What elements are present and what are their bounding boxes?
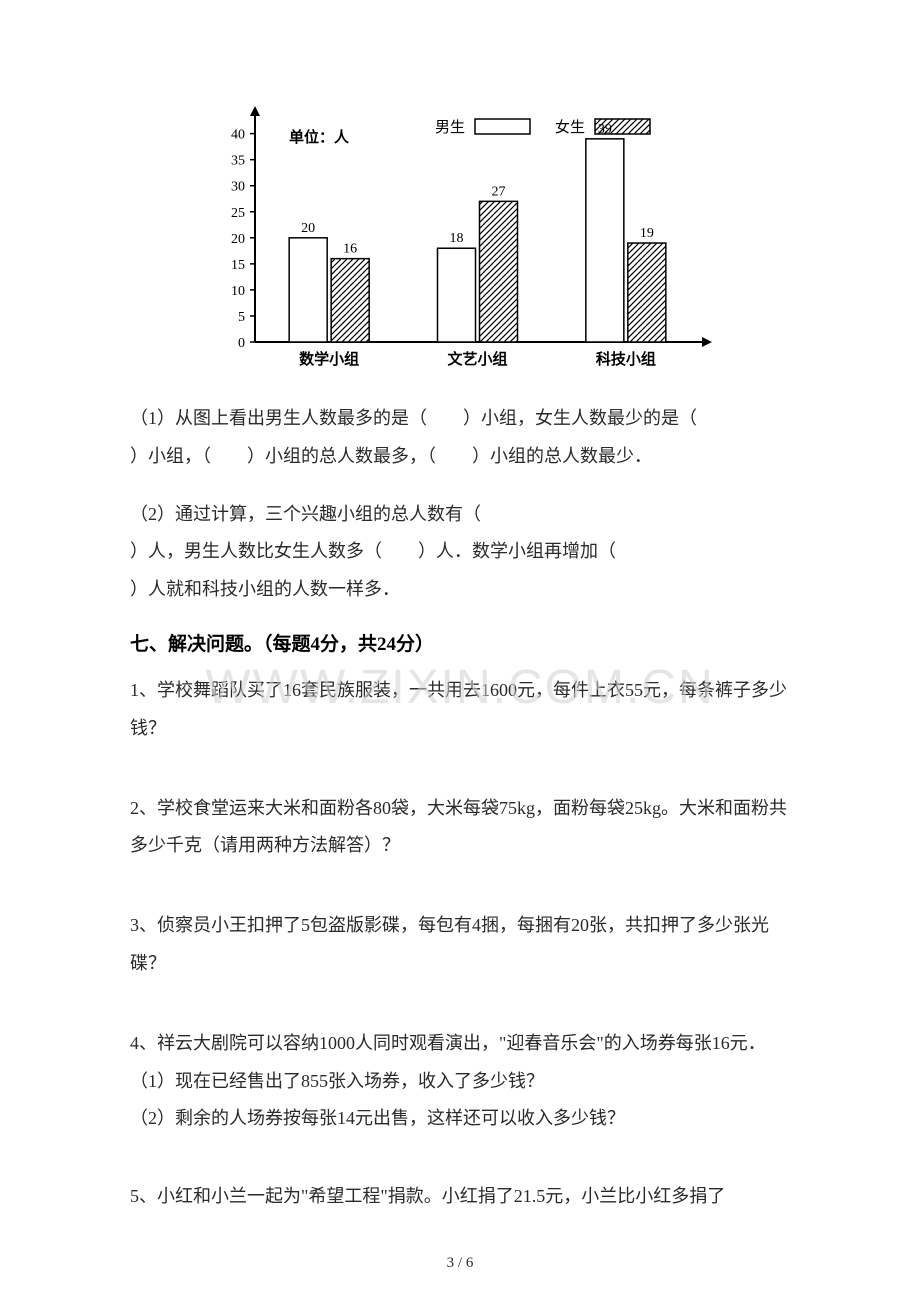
svg-text:19: 19 <box>640 226 654 241</box>
svg-text:科技小组: 科技小组 <box>596 350 656 368</box>
section-7-title: 七、解决问题。（每题4分，共24分） <box>130 629 790 656</box>
problem-4-stem: 4、祥云大剧院可以容纳1000人同时观看演出，"迎春音乐会"的入场券每张16元． <box>130 1025 790 1063</box>
q1-text: （1）从图上看出男生人数最多的是（ <box>130 408 427 428</box>
problem-3: 3、侦察员小王扣押了5包盗版影碟，每包有4捆，每捆有20张，共扣押了多少张光碟？ <box>130 907 790 983</box>
q1-text: ）小组的总人数最少． <box>472 446 652 466</box>
problem-2: 2、学校食堂运来大米和面粉各80袋，大米每袋75kg，面粉每袋25kg。大米和面… <box>130 790 790 866</box>
svg-text:20: 20 <box>301 221 315 236</box>
q2-text: ）人就和科技小组的人数一样多． <box>130 579 400 599</box>
svg-text:30: 30 <box>231 180 245 195</box>
problem-4-sub2: （2）剩余的人场券按每张14元出售，这样还可以收入多少钱？ <box>130 1100 790 1138</box>
svg-text:20: 20 <box>231 232 245 247</box>
q2-text: ）人．数学小组再增加（ <box>418 541 616 561</box>
svg-text:16: 16 <box>343 242 357 257</box>
svg-text:0: 0 <box>238 336 245 351</box>
svg-text:女生: 女生 <box>555 118 585 136</box>
svg-text:文艺小组: 文艺小组 <box>447 350 507 368</box>
svg-text:5: 5 <box>238 310 245 325</box>
svg-text:35: 35 <box>231 154 245 169</box>
q1-text: ）小组，女生人数最少的是（ <box>463 408 697 428</box>
bar-chart: 0 5 10 15 20 25 30 35 40 单位：人 男生 女生 20 16 数学小组 18 27 文艺小组… <box>200 100 720 380</box>
svg-text:27: 27 <box>492 184 506 199</box>
svg-text:10: 10 <box>231 284 245 299</box>
q1-text: ）小组，（ <box>130 446 211 466</box>
problem-4-sub1: （1）现在已经售出了855张入场券，收入了多少钱？ <box>130 1063 790 1101</box>
svg-text:单位：人: 单位：人 <box>289 128 350 146</box>
question-2-block: （2）通过计算，三个兴趣小组的总人数有（ ）人，男生人数比女生人数多（ ）人．数… <box>130 496 790 609</box>
problem-1: 1、学校舞蹈队买了16套民族服装，一共用去1600元，每件上衣55元，每条裤子多… <box>130 672 790 748</box>
svg-text:39: 39 <box>598 122 612 137</box>
q1-text: ）小组的总人数最多，（ <box>247 446 436 466</box>
svg-text:40: 40 <box>231 128 245 143</box>
problem-4: 4、祥云大剧院可以容纳1000人同时观看演出，"迎春音乐会"的入场券每张16元．… <box>130 1025 790 1138</box>
svg-text:18: 18 <box>450 231 464 246</box>
q2-text: （2）通过计算，三个兴趣小组的总人数有（ <box>130 504 481 524</box>
q2-text: ）人，男生人数比女生人数多（ <box>130 541 382 561</box>
question-1-block: （1）从图上看出男生人数最多的是（ ）小组，女生人数最少的是（ ）小组，（ ）小… <box>130 400 790 476</box>
svg-text:15: 15 <box>231 258 245 273</box>
page-number: 3 / 6 <box>447 1255 474 1272</box>
problem-5: 5、小红和小兰一起为"希望工程"捐款。小红捐了21.5元，小兰比小红多捐了 <box>130 1178 790 1216</box>
svg-text:数学小组: 数学小组 <box>299 350 359 368</box>
svg-text:25: 25 <box>231 206 245 221</box>
svg-text:男生: 男生 <box>435 119 465 136</box>
